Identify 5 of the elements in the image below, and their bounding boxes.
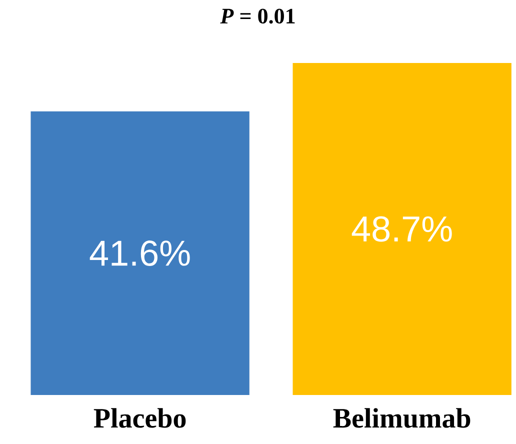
x-tick-label: Placebo: [94, 408, 186, 428]
chart-title: P = 0.01: [220, 8, 295, 24]
x-tick-label: Belimumab: [333, 408, 470, 428]
data-label: 48.7%: [352, 216, 452, 242]
data-label: 41.6%: [90, 240, 190, 266]
